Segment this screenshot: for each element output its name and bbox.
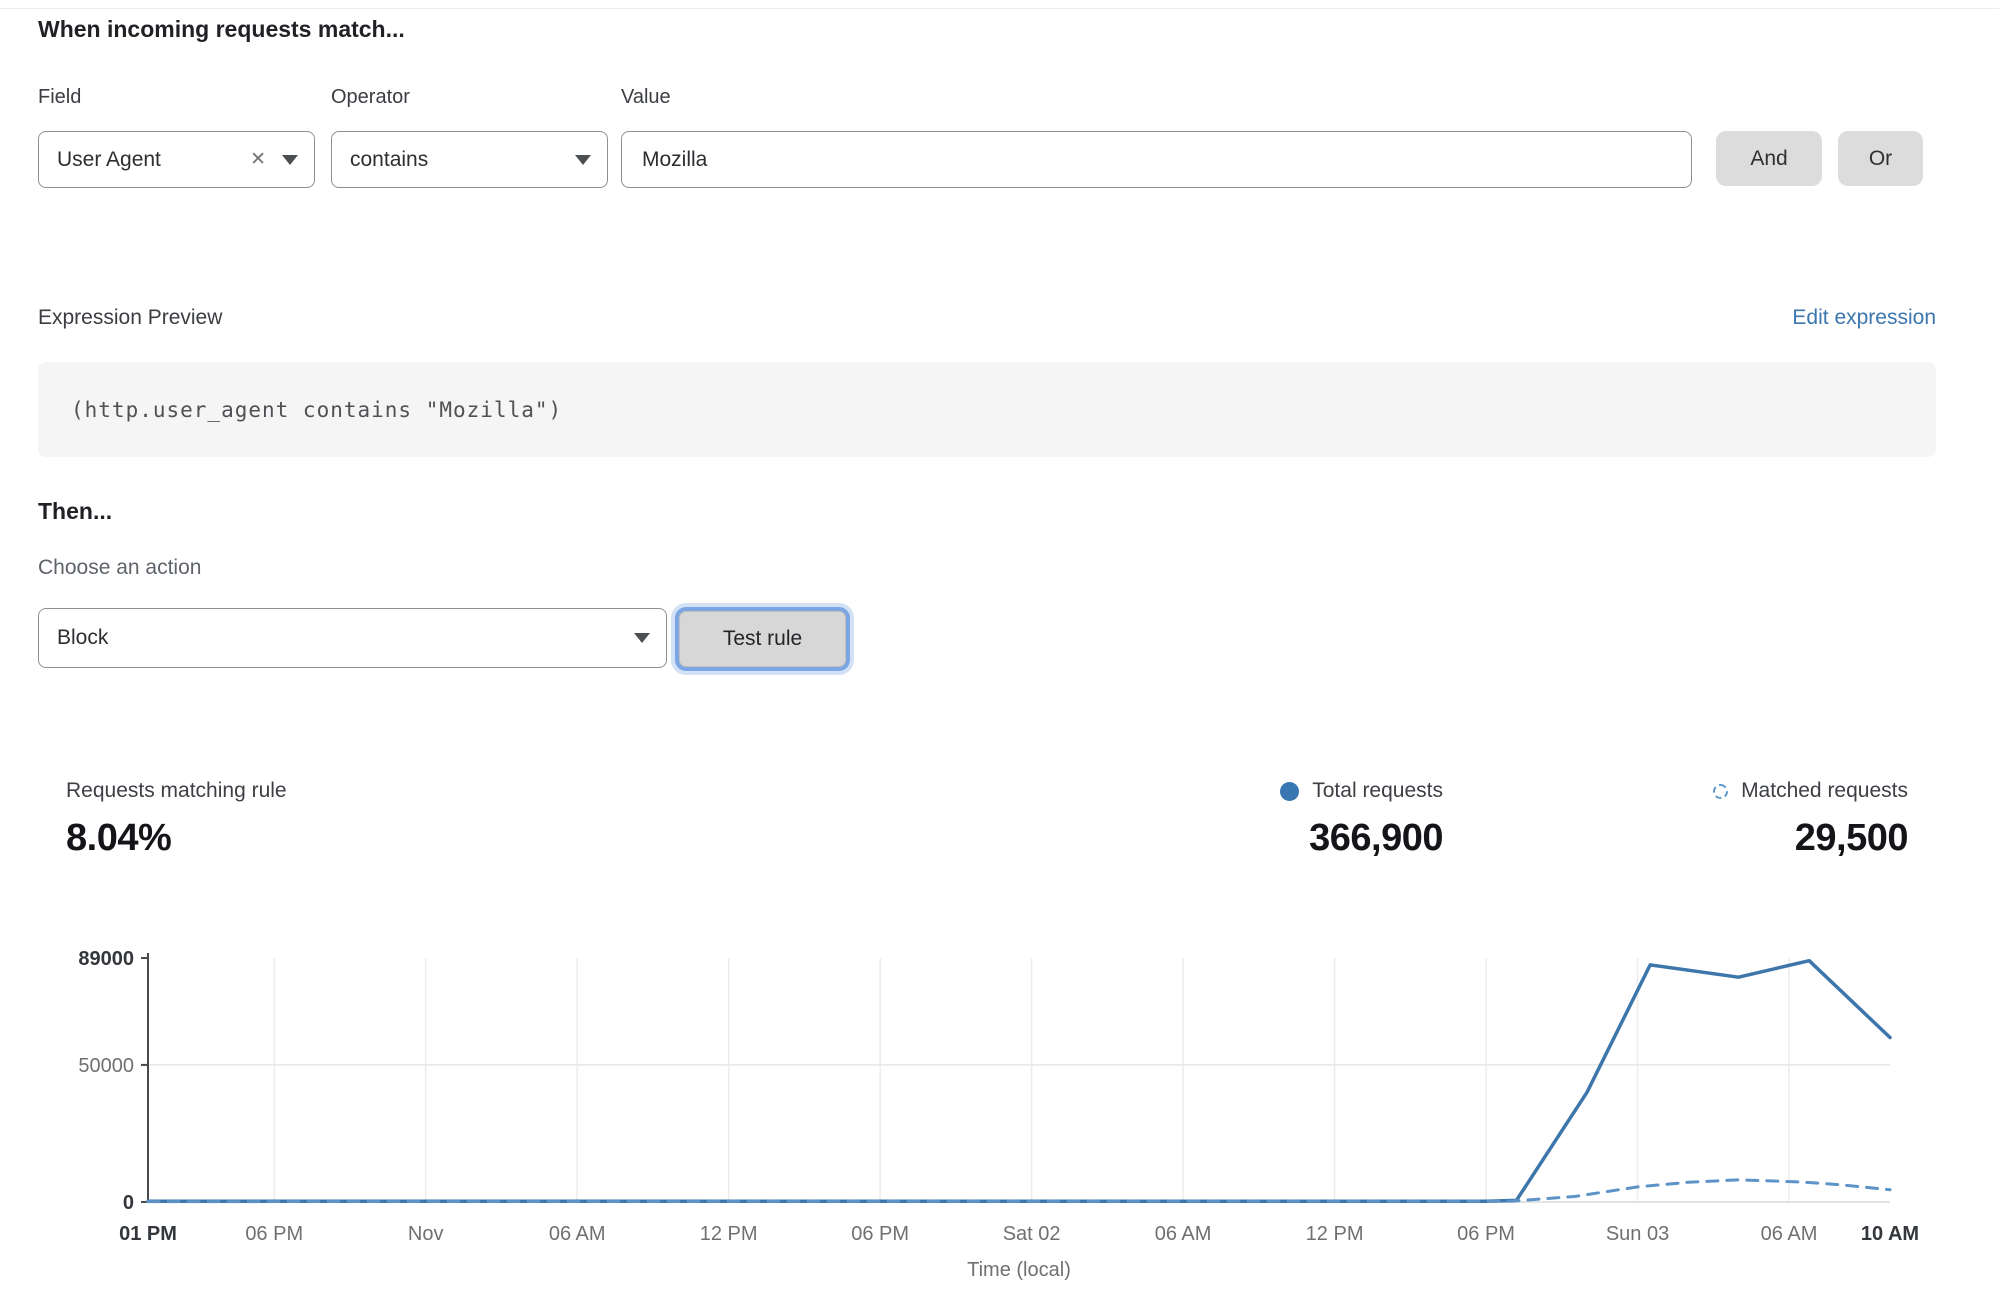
- chevron-down-icon: [634, 633, 650, 643]
- expression-code: (http.user_agent contains "Mozilla"): [71, 397, 563, 422]
- test-rule-button[interactable]: Test rule: [679, 611, 846, 667]
- operator-label: Operator: [331, 86, 410, 108]
- matched-requests-label: Matched requests: [1741, 779, 1908, 802]
- section-divider: [0, 8, 1999, 9]
- svg-text:01 PM: 01 PM: [119, 1223, 177, 1245]
- operator-select-value: contains: [350, 147, 429, 171]
- chevron-down-icon: [575, 154, 591, 165]
- stat-requests-matching: Requests matching rule 8.04%: [66, 779, 287, 860]
- expression-preview-box: (http.user_agent contains "Mozilla"): [38, 362, 1936, 457]
- requests-matching-value: 8.04%: [66, 817, 172, 859]
- field-select-value: User Agent: [57, 147, 161, 171]
- svg-text:89000: 89000: [78, 948, 134, 970]
- expression-preview-label: Expression Preview: [38, 306, 223, 329]
- edit-expression-link[interactable]: Edit expression: [1792, 306, 1936, 329]
- requests-time-series-chart: 0 50000 89000 01 PM 06 PM Nov 06 AM 12 PM 06 PM S…: [0, 930, 1999, 1295]
- svg-text:06 PM: 06 PM: [1457, 1223, 1515, 1245]
- total-requests-label: Total requests: [1312, 779, 1443, 802]
- choose-action-label: Choose an action: [38, 556, 202, 579]
- svg-text:10 AM: 10 AM: [1861, 1223, 1919, 1245]
- chevron-down-icon: [282, 154, 298, 165]
- svg-text:06 AM: 06 AM: [1761, 1223, 1818, 1245]
- total-requests-legend-icon: [1280, 781, 1300, 801]
- svg-text:06 PM: 06 PM: [245, 1223, 303, 1245]
- and-button[interactable]: And: [1716, 131, 1822, 186]
- svg-text:0: 0: [123, 1192, 134, 1214]
- line-chart-canvas: 0 50000 89000 01 PM 06 PM Nov 06 AM 12 PM 06 PM S…: [78, 948, 1919, 1281]
- value-input[interactable]: [621, 131, 1692, 188]
- svg-text:06 AM: 06 AM: [1155, 1223, 1212, 1245]
- page-title: When incoming requests match...: [38, 16, 405, 42]
- then-heading: Then...: [38, 498, 113, 524]
- svg-text:06 PM: 06 PM: [851, 1223, 909, 1245]
- matched-requests-legend-icon: [1713, 783, 1729, 799]
- svg-text:Sat 02: Sat 02: [1003, 1223, 1061, 1245]
- action-select-value: Block: [57, 626, 109, 649]
- action-select[interactable]: Block: [38, 608, 667, 668]
- requests-matching-label: Requests matching rule: [66, 779, 287, 802]
- svg-text:12 PM: 12 PM: [1306, 1223, 1364, 1245]
- operator-select[interactable]: contains: [331, 131, 608, 188]
- svg-text:Nov: Nov: [408, 1223, 444, 1245]
- svg-text:12 PM: 12 PM: [700, 1223, 758, 1245]
- or-button[interactable]: Or: [1838, 131, 1923, 186]
- stat-matched-requests: Matched requests 29,500: [1713, 779, 1909, 860]
- field-select[interactable]: User Agent ✕: [38, 131, 315, 188]
- svg-text:Time (local): Time (local): [967, 1259, 1071, 1281]
- value-label: Value: [621, 86, 671, 108]
- field-label: Field: [38, 86, 82, 108]
- svg-text:50000: 50000: [78, 1055, 134, 1077]
- svg-text:06 AM: 06 AM: [549, 1223, 606, 1245]
- total-requests-value: 366,900: [1309, 817, 1443, 859]
- svg-text:Sun 03: Sun 03: [1606, 1223, 1669, 1245]
- matched-requests-value: 29,500: [1794, 817, 1909, 859]
- clear-field-icon[interactable]: ✕: [250, 149, 266, 170]
- stat-total-requests: Total requests 366,900: [1280, 779, 1443, 860]
